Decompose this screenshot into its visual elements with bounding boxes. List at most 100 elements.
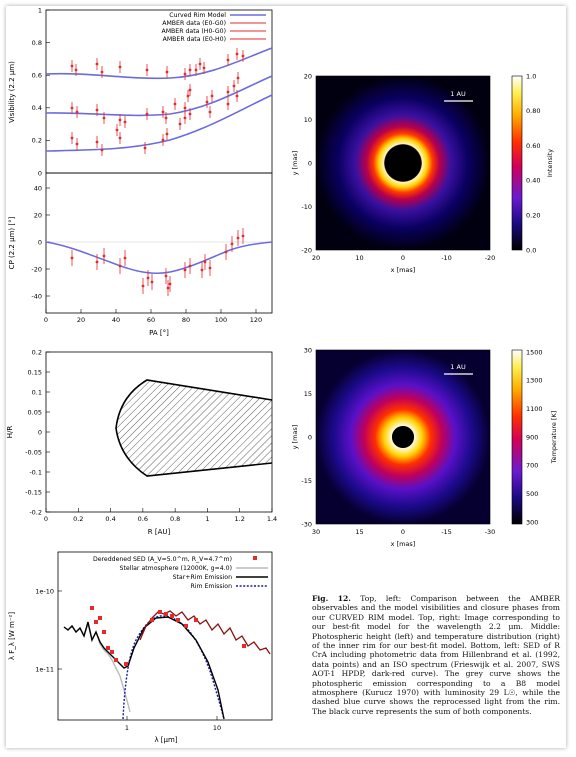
vis-point-19 — [118, 118, 122, 122]
inner-hole — [394, 154, 412, 170]
vis-data-points — [70, 48, 245, 156]
im-xtick-3: -15 — [441, 528, 452, 536]
cp-ytick-2: 0 — [38, 238, 42, 246]
sed-xlabel: λ [μm] — [154, 736, 177, 744]
vis-point-46 — [226, 102, 230, 106]
sed-point-10 — [164, 612, 168, 616]
vis-ytick-0: 0 — [38, 169, 42, 177]
vis-point-43 — [183, 116, 187, 120]
it-xlabel: x [mas] — [391, 266, 416, 274]
cp-point-12 — [188, 264, 192, 268]
sed-xtick-1: 10 — [213, 724, 221, 732]
vis-point-37 — [115, 128, 119, 132]
caption-figure-number: Fig. 12. — [312, 594, 351, 603]
vis-point-2 — [95, 62, 99, 66]
vis-curve-0 — [45, 47, 273, 80]
vis-point-47 — [235, 94, 239, 98]
sed-legend: Dereddened SED (A_V=5.0^m, R_V=4.7^m) St… — [93, 556, 268, 590]
sed-point-3 — [102, 630, 106, 634]
vis-point-20 — [123, 120, 127, 124]
sed-legend-rim: Rim Emission — [190, 583, 232, 590]
vis-point-4 — [118, 65, 122, 69]
vis-point-28 — [205, 100, 209, 104]
it-cbtick-5: 0.0 — [526, 246, 536, 254]
vis-point-24 — [173, 102, 177, 106]
inner-hole-mid — [392, 426, 414, 448]
im-ytick-0: 30 — [304, 346, 312, 354]
vis-point-41 — [165, 132, 169, 136]
vis-point-36 — [100, 148, 104, 152]
im-cbtick-3: 900 — [526, 433, 538, 441]
vis-legend: Curved Rim Model AMBER data (E0-G0) AMBE… — [161, 12, 266, 43]
hr-xtick-7: 1.4 — [267, 515, 277, 523]
vis-ytick-1: 0.2 — [32, 137, 42, 145]
figure-caption: Fig. 12. Top, left: Comparison between t… — [312, 594, 560, 716]
sed-ytick-labels: 1e-10 1e-11 — [35, 587, 62, 673]
im-xtick-2: 0 — [401, 528, 405, 536]
im-cbtick-4: 700 — [526, 462, 538, 470]
vis-point-16 — [75, 110, 79, 114]
vis-point-32 — [236, 76, 240, 80]
hr-ytick-5: -0.05 — [25, 448, 42, 456]
vis-point-5 — [145, 68, 149, 72]
cp-point-4 — [123, 256, 127, 260]
sed-legend-starrim: Star+Rim Emission — [173, 574, 232, 581]
vis-point-38 — [118, 136, 122, 140]
vis-curve-2 — [45, 94, 273, 152]
sed-point-14 — [194, 618, 198, 622]
im-cbar-label: Temperature [K] — [550, 411, 558, 465]
sed-point-12 — [176, 618, 180, 622]
sed-legend-stellar: Stellar atmosphere (12000K, g=4.0) — [120, 565, 232, 572]
vis-point-10 — [198, 62, 202, 66]
it-xtick-1: 10 — [355, 254, 363, 262]
vis-point-21 — [145, 112, 149, 116]
cp-ytick-0: 40 — [34, 184, 42, 192]
caption-text: Top, left: Comparison between the AMBER … — [312, 594, 560, 716]
cp-point-5 — [141, 284, 145, 288]
cp-model-curve — [45, 241, 273, 274]
sed-data-points — [90, 606, 246, 666]
hr-xtick-2: 0.4 — [105, 515, 115, 523]
sed-point-8 — [150, 618, 154, 622]
legend-h0g0: AMBER data (H0-G0) — [161, 28, 226, 35]
cp-point-11 — [183, 268, 187, 272]
cp-xtick-0: 0 — [44, 316, 48, 324]
hr-xtick-labels: 0 0.2 0.4 0.6 0.8 1 1.2 1.4 — [44, 508, 277, 523]
cp-ytick-3: -20 — [31, 265, 42, 273]
cp-point-3 — [118, 264, 122, 268]
vis-point-29 — [210, 94, 214, 98]
sed-point-0 — [90, 606, 94, 610]
cp-frame — [45, 172, 273, 314]
scale-label-mid: 1 AU — [450, 363, 466, 371]
vis-point-22 — [161, 110, 165, 114]
it-ytick-0: 20 — [304, 72, 312, 80]
it-xtick-4: -20 — [485, 254, 496, 262]
hr-ytick-4: 0 — [38, 428, 42, 436]
vis-ytick-3: 0.6 — [32, 72, 42, 80]
im-xtick-labels: 30 15 0 -15 -30 — [312, 528, 495, 536]
it-ytick-1: 10 — [304, 116, 312, 124]
im-xtick-0: 30 — [312, 528, 320, 536]
sed-ylabel: λ F_λ [W m⁻²] — [8, 612, 16, 660]
cp-xtick-5: 100 — [215, 316, 227, 324]
scale-label-top: 1 AU — [450, 90, 466, 98]
it-ytick-4: -20 — [301, 246, 312, 254]
temperature-image-panel: 1 AU 30 15 0 -15 -30 30 15 0 -15 -30 y [mas] x [… — [291, 346, 558, 548]
stellar-atmosphere-curve — [63, 621, 131, 713]
sed-ytick-0: 1e-10 — [35, 587, 54, 595]
cp-point-10 — [168, 282, 172, 286]
im-colorbar-ticks: 1500 1300 1100 900 700 500 300 — [526, 348, 543, 526]
sed-point-6 — [114, 658, 118, 662]
cp-ytick-1: 20 — [34, 211, 42, 219]
intensity-image-panel: 1 AU 20 10 0 -10 -20 20 10 0 -10 -20 y [mas] x [… — [291, 72, 554, 274]
vis-point-33 — [70, 136, 74, 140]
sed-point-9 — [158, 610, 162, 614]
it-ytick-3: -10 — [301, 203, 312, 211]
intensity-colorbar — [511, 75, 523, 251]
sed-point-15 — [242, 644, 246, 648]
it-cbtick-1: 0.80 — [526, 107, 540, 115]
vis-point-1 — [74, 68, 78, 72]
hr-ytick-7: -0.15 — [25, 488, 42, 496]
legend-e0h0: AMBER data (E0-H0) — [163, 36, 226, 43]
hr-ytick-8: -0.2 — [29, 508, 42, 516]
